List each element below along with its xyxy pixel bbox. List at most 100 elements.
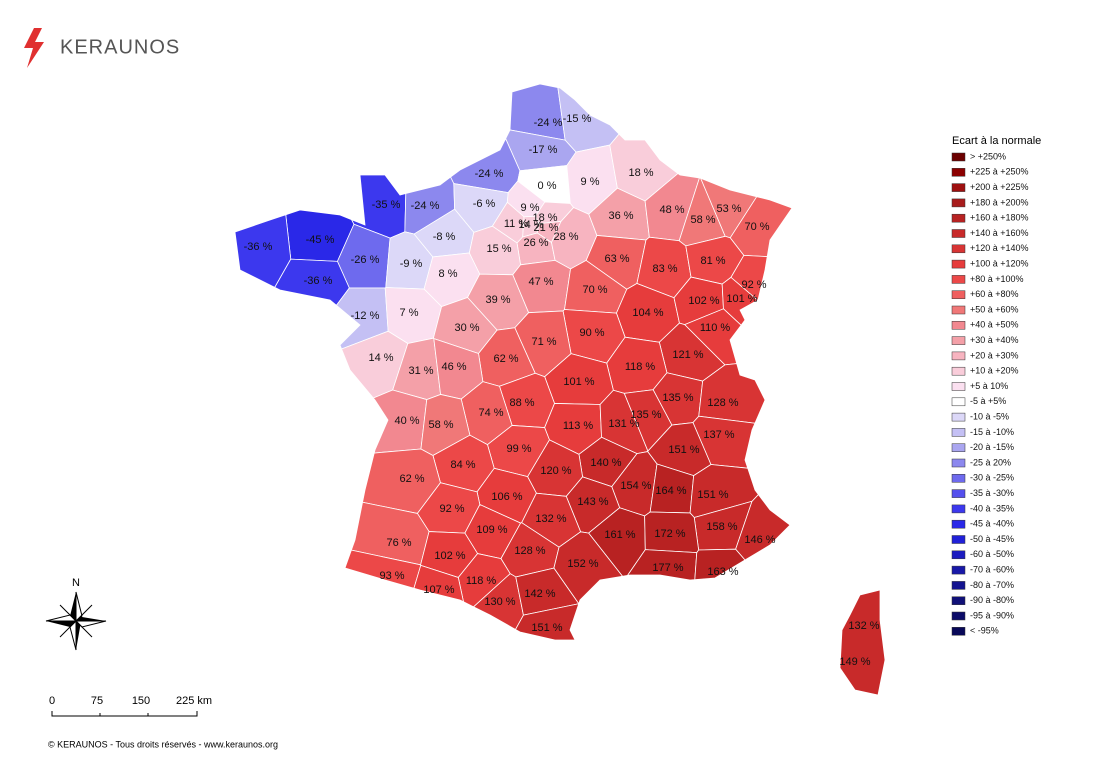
department-label: 26 % <box>523 237 548 249</box>
logo-icon <box>24 28 44 68</box>
department-label: 161 % <box>604 529 635 541</box>
legend-label: -90 à -80% <box>970 595 1014 605</box>
department-label: 135 % <box>630 409 661 421</box>
department-label: 62 % <box>399 473 424 485</box>
legend-swatch <box>951 259 966 269</box>
department-label: 8 % <box>439 268 458 280</box>
department-label: 71 % <box>531 336 556 348</box>
legend-label: -95 à -90% <box>970 610 1014 620</box>
scale-bar: 0 75 150 225 km <box>49 695 212 717</box>
department-label: 142 % <box>524 588 555 600</box>
legend-swatch <box>951 244 966 254</box>
legend-swatch <box>951 627 966 636</box>
department-label: 132 % <box>848 620 879 632</box>
department-label: 140 % <box>590 457 621 469</box>
department-label: 151 % <box>668 444 699 456</box>
department-label: 177 % <box>652 562 683 574</box>
department-labels: -24 % -15 %-17 %-24 %0 % 9 %18 %-35 % -24 %… <box>244 113 880 668</box>
legend-swatch <box>951 183 966 192</box>
department-label: 0 % <box>538 180 557 192</box>
department-label: -35 % <box>372 199 401 211</box>
legend-label: -70 à -60% <box>970 564 1014 574</box>
department-label: 81 % <box>700 255 725 267</box>
legend-swatch <box>951 412 966 422</box>
department-label: -24 % <box>475 168 504 180</box>
department-label: 18 % <box>532 212 557 224</box>
department-label: 15 % <box>486 243 511 255</box>
department-label: 58 % <box>428 419 453 431</box>
department-label: 106 % <box>491 491 522 503</box>
legend-swatch <box>951 382 966 391</box>
department-label: 149 % <box>839 656 870 668</box>
department-label: 90 % <box>579 327 604 339</box>
compass-label: N <box>72 577 80 589</box>
legend-label: -60 à -50% <box>970 549 1014 559</box>
legend-label: -30 à -25% <box>970 473 1014 483</box>
department-label: 88 % <box>509 397 534 409</box>
footer: © KERAUNOS - Tous droits réservés - www.… <box>48 739 278 749</box>
department-label: 99 % <box>506 443 531 455</box>
legend-swatch <box>951 229 966 238</box>
department-label: 104 % <box>632 307 663 319</box>
legend-swatch <box>951 489 966 498</box>
department-label: 14 % <box>368 352 393 364</box>
department-label: -6 % <box>473 198 496 210</box>
department-label: 172 % <box>654 528 685 540</box>
department-label: 151 % <box>697 489 728 501</box>
department-label: 92 % <box>439 503 464 515</box>
department-label: 83 % <box>652 263 677 275</box>
department-label: 128 % <box>514 545 545 557</box>
legend-label: +20 à +30% <box>970 350 1019 360</box>
legend-label: +225 à +250% <box>970 167 1029 177</box>
legend-swatch <box>951 351 966 361</box>
department-label: 107 % <box>423 584 454 596</box>
department-label: 118 % <box>625 361 656 373</box>
department-label: 46 % <box>441 361 466 373</box>
department-label: 132 % <box>535 513 566 525</box>
department-label: 143 % <box>577 496 608 508</box>
legend-swatch <box>951 290 966 299</box>
department-label: 163 % <box>707 566 738 578</box>
department-label: 164 % <box>655 485 686 497</box>
department-label: 152 % <box>567 558 598 570</box>
compass-diagonals <box>59 604 93 638</box>
legend-swatch <box>951 443 966 452</box>
department-label: 146 % <box>744 534 775 546</box>
legend-label: +30 à +40% <box>970 335 1019 345</box>
department-label: -36 % <box>304 275 333 287</box>
department-label: 58 % <box>690 214 715 226</box>
department-label: 28 % <box>553 231 578 243</box>
department-label: 101 % <box>563 376 594 388</box>
legend-swatch <box>951 198 966 208</box>
department-label: 76 % <box>386 537 411 549</box>
department-label: 30 % <box>454 322 479 334</box>
legend-swatch <box>951 321 966 330</box>
legend-swatch <box>951 519 966 529</box>
department-label: 93 % <box>379 570 404 582</box>
legend-label: -45 à -40% <box>970 519 1014 529</box>
department-label: 118 % <box>466 575 497 587</box>
legend-swatch <box>951 428 966 437</box>
department-label: 53 % <box>716 203 741 215</box>
department-label: 151 % <box>531 622 562 634</box>
legend-label: < -95% <box>970 626 999 636</box>
legend-label: +160 à +180% <box>970 213 1029 223</box>
department-label: 14 % <box>518 219 543 231</box>
scale-label: 150 <box>132 695 150 707</box>
department-label: 39 % <box>485 294 510 306</box>
logo-text: KERAUNOS <box>60 36 180 58</box>
legend-swatch <box>951 152 966 162</box>
legend-label: +200 à +225% <box>970 182 1029 192</box>
department-label: 110 % <box>700 322 731 334</box>
legend: Ecart à la normale > +250% +225 à +250% +2… <box>951 135 1041 636</box>
legend-swatch <box>951 336 966 345</box>
department-label: 70 % <box>582 284 607 296</box>
legend-label: -35 à -30% <box>970 488 1014 498</box>
legend-swatch <box>951 168 966 177</box>
department <box>514 603 580 641</box>
department-label: 47 % <box>528 276 553 288</box>
department-label: 9 % <box>521 202 540 214</box>
department-label: 62 % <box>493 353 518 365</box>
legend-swatch <box>951 397 966 407</box>
